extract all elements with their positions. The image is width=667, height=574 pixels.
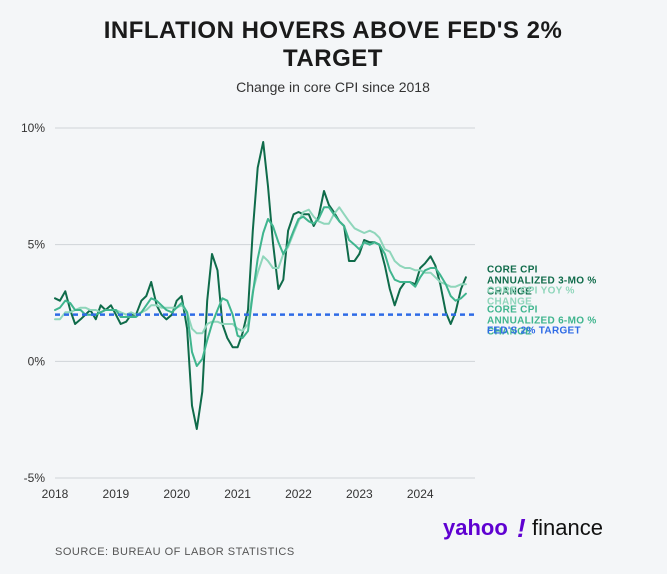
x-tick-label: 2023 bbox=[346, 487, 373, 501]
x-tick-label: 2020 bbox=[163, 487, 190, 501]
chart-title-line2: TARGET bbox=[283, 45, 383, 72]
series-lines bbox=[55, 142, 466, 429]
chart-svg: INFLATION HOVERS ABOVE FED'S 2% TARGET C… bbox=[0, 0, 667, 574]
x-tick-label: 2021 bbox=[224, 487, 251, 501]
x-tick-label: 2024 bbox=[407, 487, 434, 501]
x-tick-label: 2019 bbox=[103, 487, 130, 501]
chart-subtitle: Change in core CPI since 2018 bbox=[236, 79, 430, 95]
source-line: SOURCE: BUREAU OF LABOR STATISTICS bbox=[55, 546, 295, 558]
y-tick-label: 5% bbox=[28, 238, 46, 252]
x-tick-label: 2018 bbox=[42, 487, 69, 501]
brand-bang: ! bbox=[517, 513, 526, 543]
legend-label: FED'S 2% TARGET bbox=[487, 325, 581, 336]
brand-finance: finance bbox=[532, 515, 603, 540]
y-tick-label: -5% bbox=[24, 471, 46, 485]
gridlines bbox=[55, 128, 475, 478]
series-core-cpi-3mo bbox=[55, 142, 466, 429]
series-legends: CORE CPIANNUALIZED 3-MO %CHANGECORE CPI … bbox=[487, 265, 597, 338]
y-axis-labels: -5% 0% 5% 10% bbox=[21, 121, 45, 485]
x-tick-label: 2022 bbox=[285, 487, 312, 501]
chart-title-line1: INFLATION HOVERS ABOVE FED'S 2% bbox=[104, 17, 563, 44]
chart-card: INFLATION HOVERS ABOVE FED'S 2% TARGET C… bbox=[0, 0, 667, 574]
brand-yahoo: yahoo bbox=[443, 515, 508, 540]
series-core-cpi-6mo bbox=[55, 207, 466, 366]
yahoo-finance-logo: yahoo ! finance bbox=[443, 513, 603, 543]
y-tick-label: 0% bbox=[28, 354, 46, 368]
y-tick-label: 10% bbox=[21, 121, 45, 135]
x-axis-labels: 2018 2019 2020 2021 2022 2023 2024 bbox=[42, 487, 434, 501]
